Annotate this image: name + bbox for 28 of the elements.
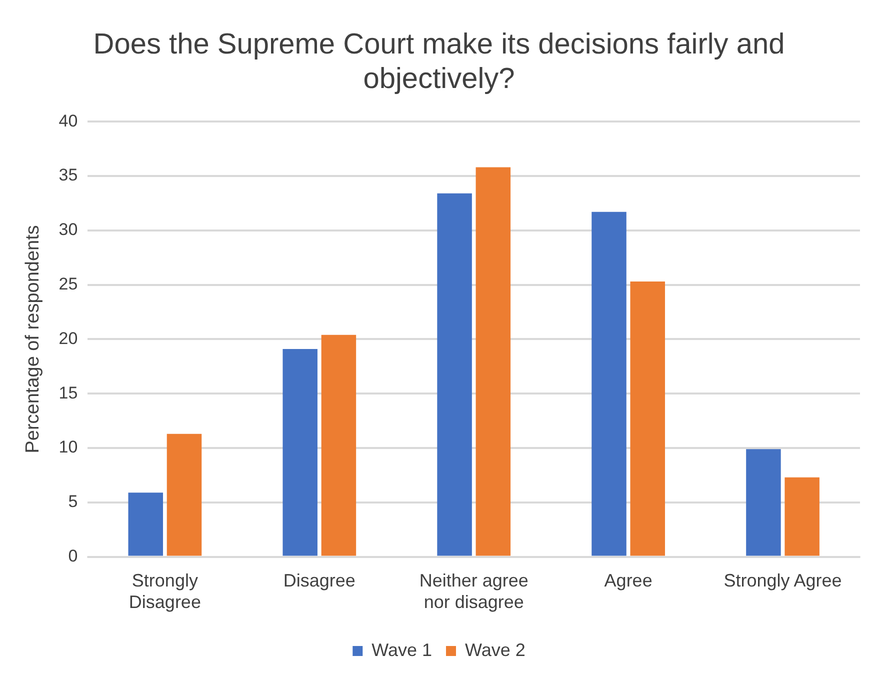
bar bbox=[784, 477, 820, 556]
y-tick-label: 40 bbox=[58, 111, 78, 130]
y-tick-label: 25 bbox=[58, 274, 78, 294]
x-tick-label: Disagree bbox=[283, 570, 356, 591]
bar bbox=[128, 492, 164, 556]
y-tick-label: 10 bbox=[58, 438, 78, 457]
bar bbox=[476, 167, 511, 556]
bar bbox=[592, 212, 626, 556]
bar bbox=[630, 282, 665, 556]
x-tick-label: Agree bbox=[604, 570, 652, 591]
y-tick-label: 5 bbox=[68, 492, 78, 512]
y-tick-label: 20 bbox=[58, 328, 78, 348]
x-tick-label: Neither agree nor disagree bbox=[419, 570, 528, 612]
x-tick-label: Strongly Disagree bbox=[128, 570, 201, 612]
y-axis-title: Percentage of respondents bbox=[22, 225, 44, 454]
y-tick-label: 0 bbox=[68, 546, 78, 566]
legend-label: Wave 2 bbox=[465, 640, 526, 660]
y-tick-label: 30 bbox=[58, 220, 78, 240]
bar bbox=[437, 193, 472, 556]
legend-label: Wave 1 bbox=[372, 640, 432, 660]
bar bbox=[166, 434, 202, 556]
bar bbox=[282, 348, 318, 556]
bar bbox=[746, 449, 781, 556]
y-tick-label: 15 bbox=[58, 383, 78, 402]
chart-title: Does the Supreme Court make its decisions fairly and objectively? bbox=[93, 28, 785, 96]
bar bbox=[321, 334, 356, 556]
y-tick-label: 35 bbox=[58, 166, 78, 185]
x-tick-label: Strongly Agree bbox=[724, 570, 842, 591]
